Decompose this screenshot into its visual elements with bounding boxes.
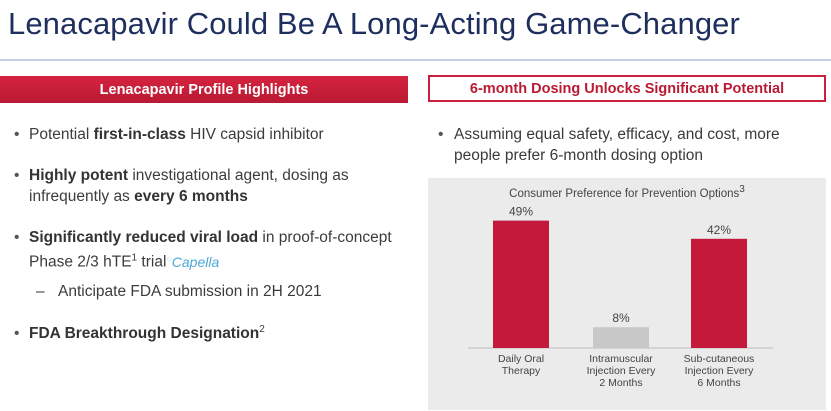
- bullet-first-in-class: Potential first-in-class HIV capsid inhi…: [14, 124, 414, 145]
- data-label-1: 8%: [612, 311, 630, 325]
- bullet-text: trial: [137, 253, 167, 271]
- right-panel-header: 6-month Dosing Unlocks Significant Poten…: [428, 75, 826, 102]
- bullet-text: in proof-of-concept Phase 2/3 hTE: [29, 229, 392, 271]
- slide-title: Lenacapavir Could Be A Long-Acting Game-…: [8, 6, 740, 41]
- bar-2: [691, 238, 747, 348]
- sub-bullet-fda-submission: Anticipate FDA submission in 2H 2021: [14, 281, 414, 302]
- bullet-bold: first-in-class: [93, 126, 186, 143]
- bullet-text: Potential: [29, 126, 94, 143]
- bullet-text: investigational agent, dosing as infrequ…: [29, 167, 349, 205]
- chart-title-footnote: 3: [739, 184, 745, 196]
- bullet-bold: Significantly reduced viral load: [29, 229, 259, 246]
- chart-svg: 49%Daily OralTherapy8%IntramuscularInjec…: [468, 205, 773, 389]
- category-label-2: Sub-cutaneous: [684, 353, 755, 365]
- data-label-0: 49%: [509, 205, 533, 219]
- category-label-2: Injection Every: [685, 365, 755, 377]
- category-label-0: Therapy: [502, 365, 541, 377]
- bullet-bold: Highly potent: [29, 167, 129, 184]
- preference-chart: Consumer Preference for Prevention Optio…: [428, 178, 826, 410]
- left-bullet-list: Potential first-in-class HIV capsid inhi…: [14, 124, 414, 364]
- bullet-bold: FDA Breakthrough Designation: [29, 324, 260, 342]
- capella-logo: ◌Capella: [166, 253, 220, 270]
- bullet-highly-potent: Highly potent investigational agent, dos…: [14, 165, 414, 207]
- bullet-text: HIV capsid inhibitor: [185, 126, 324, 143]
- category-label-1: 2 Months: [599, 377, 642, 389]
- footnote-ref: 1: [131, 252, 138, 264]
- category-label-1: Intramuscular: [589, 353, 653, 365]
- bar-1: [593, 327, 649, 348]
- data-label-2: 42%: [707, 223, 731, 237]
- capella-icon: ◌: [166, 253, 172, 263]
- bar-0: [493, 220, 549, 348]
- bullet-bold: every 6 months: [134, 188, 248, 205]
- bullet-breakthrough: FDA Breakthrough Designation2: [14, 323, 414, 344]
- category-label-1: Injection Every: [587, 365, 657, 377]
- title-divider: [0, 59, 831, 61]
- chart-title-text: Consumer Preference for Prevention Optio…: [509, 188, 740, 200]
- category-label-2: 6 Months: [697, 377, 740, 389]
- footnote-ref: 2: [259, 323, 265, 335]
- capella-logo-text: Capella: [171, 253, 220, 270]
- bullet-viral-load: Significantly reduced viral load in proo…: [14, 227, 414, 273]
- chart-title: Consumer Preference for Prevention Optio…: [428, 185, 826, 200]
- left-panel-header: Lenacapavir Profile Highlights: [0, 76, 408, 103]
- right-bullet: Assuming equal safety, efficacy, and cos…: [432, 124, 822, 166]
- category-label-0: Daily Oral: [498, 353, 544, 365]
